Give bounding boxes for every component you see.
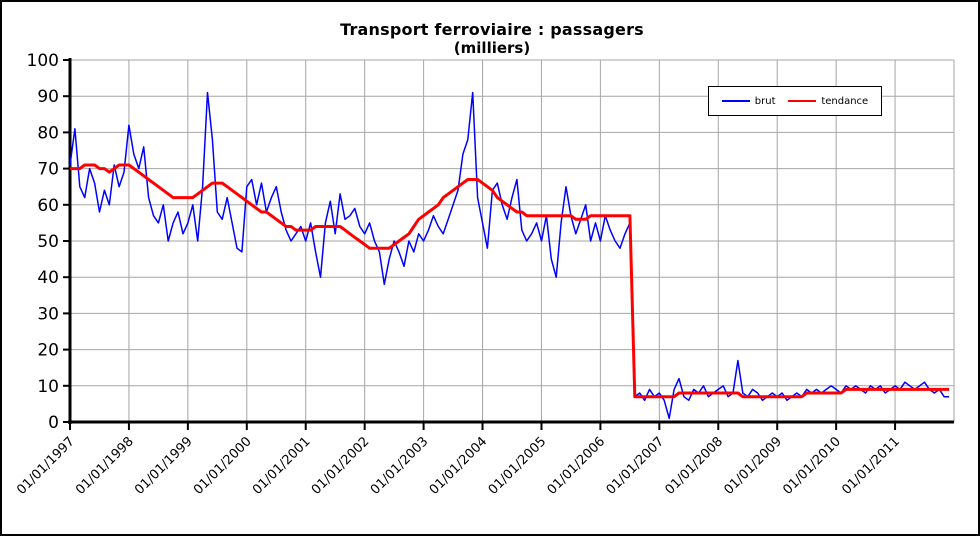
y-tick-label: 60 <box>37 196 59 216</box>
brut-line-swatch <box>721 100 750 102</box>
x-tick-label: 01/01/1997 <box>14 434 78 498</box>
x-tick-label: 01/01/2006 <box>545 434 609 498</box>
x-tick-label: 01/01/2002 <box>309 434 373 498</box>
series-brut-line <box>69 91 950 420</box>
x-tick-label: 01/01/2007 <box>604 434 668 498</box>
x-tick-label: 01/01/2010 <box>780 434 844 498</box>
y-tick-label: 70 <box>37 160 59 180</box>
series-tendance-line <box>70 163 950 399</box>
y-tick-label: 30 <box>37 304 59 324</box>
y-tick-label: 90 <box>37 87 59 107</box>
x-tick-label: 01/01/1999 <box>132 434 196 498</box>
x-tick-label: 01/01/2005 <box>486 434 550 498</box>
y-tick-label: 50 <box>37 232 59 252</box>
y-tick-label: 0 <box>48 413 59 433</box>
y-tick-label: 40 <box>37 268 59 288</box>
legend-label-brut: brut <box>754 95 776 107</box>
x-tick-label: 01/01/2004 <box>427 434 491 498</box>
x-tick-label: 01/01/2001 <box>250 434 314 498</box>
x-tick-label: 01/01/1998 <box>73 434 137 498</box>
x-tick-label: 01/01/2000 <box>191 434 255 498</box>
x-tick-label: 01/01/2003 <box>368 434 432 498</box>
legend-item-tendance: tendance <box>788 96 868 107</box>
y-tick-label: 100 <box>27 51 59 71</box>
y-tick-label: 20 <box>37 341 59 361</box>
y-tick-label: 10 <box>37 377 59 397</box>
legend: brut tendance <box>708 86 882 116</box>
legend-item-brut: brut <box>721 95 776 107</box>
x-tick-label: 01/01/2011 <box>839 434 903 498</box>
legend-label-tendance: tendance <box>821 95 869 107</box>
tendance-line-swatch <box>788 100 817 102</box>
x-tick-label: 01/01/2009 <box>721 434 785 498</box>
x-tick-label: 01/01/2008 <box>662 434 726 498</box>
y-tick-label: 80 <box>37 123 59 143</box>
